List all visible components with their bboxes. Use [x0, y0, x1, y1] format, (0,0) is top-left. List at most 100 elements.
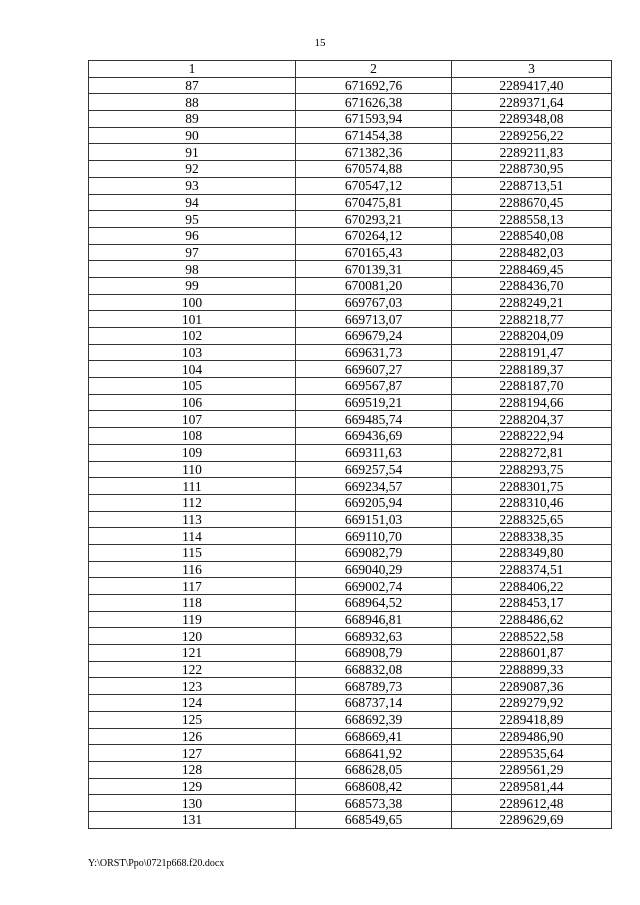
table-row: 100 669767,03 2288249,21: [87, 293, 613, 312]
y-coordinate-cell: 2289418,89: [450, 710, 613, 729]
x-coordinate-cell: 668908,79: [295, 644, 452, 662]
x-coordinate-cell: 670475,81: [295, 193, 452, 212]
point-number-cell: 101: [87, 310, 297, 328]
table-row: 107 669485,74 2288204,37: [87, 410, 613, 429]
y-coordinate-cell: 2288272,81: [450, 443, 613, 462]
column-header: 2: [295, 60, 452, 78]
point-number-cell: 113: [87, 510, 297, 529]
table-row: 110 669257,54 2288293,75: [87, 460, 613, 479]
x-coordinate-cell: 669567,87: [295, 377, 452, 395]
x-coordinate-cell: 669436,69: [295, 427, 452, 445]
y-coordinate-cell: 2288899,33: [450, 660, 613, 679]
y-coordinate-cell: 2289417,40: [450, 76, 613, 95]
table-row: 115 669082,79 2288349,80: [87, 543, 613, 562]
table-row: 106 669519,21 2288194,66: [87, 393, 613, 412]
point-number-cell: 112: [87, 493, 297, 512]
x-coordinate-cell: 671692,76: [295, 76, 452, 95]
point-number-cell: 94: [87, 193, 297, 212]
y-coordinate-cell: 2289561,29: [450, 760, 613, 779]
table-row: 108 669436,69 2288222,94: [87, 427, 613, 445]
table-row: 91 671382,36 2289211,83: [87, 143, 613, 162]
y-coordinate-cell: 2288436,70: [450, 276, 613, 295]
x-coordinate-cell: 670574,88: [295, 160, 452, 178]
y-coordinate-cell: 2288486,62: [450, 610, 613, 629]
point-number-cell: 105: [87, 377, 297, 395]
table-row: 119 668946,81 2288486,62: [87, 610, 613, 629]
table-row: 103 669631,73 2288191,47: [87, 343, 613, 362]
y-coordinate-cell: 2288670,45: [450, 193, 613, 212]
x-coordinate-cell: 670264,12: [295, 226, 452, 245]
x-coordinate-cell: 668789,73: [295, 677, 452, 696]
point-number-cell: 104: [87, 360, 297, 379]
table-row: 130 668573,38 2289612,48: [87, 794, 613, 812]
table-row: 95 670293,21 2288558,13: [87, 210, 613, 228]
y-coordinate-cell: 2288249,21: [450, 293, 613, 312]
x-coordinate-cell: 671626,38: [295, 93, 452, 112]
point-number-cell: 126: [87, 727, 297, 746]
point-number-cell: 130: [87, 794, 297, 812]
x-coordinate-cell: 668608,42: [295, 777, 452, 796]
x-coordinate-cell: 668946,81: [295, 610, 452, 629]
point-number-cell: 90: [87, 126, 297, 145]
table-row: 124 668737,14 2289279,92: [87, 694, 613, 712]
table-row: 109 669311,63 2288272,81: [87, 443, 613, 462]
y-coordinate-cell: 2288187,70: [450, 377, 613, 395]
x-coordinate-cell: 668573,38: [295, 794, 452, 812]
table-row: 129 668608,42 2289581,44: [87, 777, 613, 796]
coordinates-table: 1 2 3 87 671692,76 2289417,40 88 671626,38 22…: [87, 60, 613, 829]
x-coordinate-cell: 669205,94: [295, 493, 452, 512]
table-row: 89 671593,94 2289348,08: [87, 110, 613, 128]
y-coordinate-cell: 2288325,65: [450, 510, 613, 529]
y-coordinate-cell: 2289535,64: [450, 744, 613, 762]
y-coordinate-cell: 2289612,48: [450, 794, 613, 812]
x-coordinate-cell: 668669,41: [295, 727, 452, 746]
point-number-cell: 100: [87, 293, 297, 312]
table-row: 128 668628,05 2289561,29: [87, 760, 613, 779]
table-row: 92 670574,88 2288730,95: [87, 160, 613, 178]
table-row: 105 669567,87 2288187,70: [87, 377, 613, 395]
point-number-cell: 88: [87, 93, 297, 112]
point-number-cell: 124: [87, 694, 297, 712]
x-coordinate-cell: 668692,39: [295, 710, 452, 729]
y-coordinate-cell: 2289348,08: [450, 110, 613, 128]
point-number-cell: 116: [87, 560, 297, 579]
x-coordinate-cell: 669519,21: [295, 393, 452, 412]
table-row: 120 668932,63 2288522,58: [87, 627, 613, 646]
x-coordinate-cell: 668628,05: [295, 760, 452, 779]
x-coordinate-cell: 669234,57: [295, 477, 452, 495]
point-number-cell: 128: [87, 760, 297, 779]
x-coordinate-cell: 671454,38: [295, 126, 452, 145]
y-coordinate-cell: 2288540,08: [450, 226, 613, 245]
point-number-cell: 98: [87, 260, 297, 278]
table-row: 118 668964,52 2288453,17: [87, 594, 613, 612]
table-row: 98 670139,31 2288469,45: [87, 260, 613, 278]
y-coordinate-cell: 2288310,46: [450, 493, 613, 512]
table-row: 102 669679,24 2288204,09: [87, 327, 613, 345]
y-coordinate-cell: 2289279,92: [450, 694, 613, 712]
y-coordinate-cell: 2289211,83: [450, 143, 613, 162]
point-number-cell: 123: [87, 677, 297, 696]
point-number-cell: 115: [87, 543, 297, 562]
y-coordinate-cell: 2288204,37: [450, 410, 613, 429]
y-coordinate-cell: 2288191,47: [450, 343, 613, 362]
table-row: 125 668692,39 2289418,89: [87, 710, 613, 729]
table-row: 114 669110,70 2288338,35: [87, 527, 613, 545]
point-number-cell: 117: [87, 577, 297, 595]
y-coordinate-cell: 2288374,51: [450, 560, 613, 579]
y-coordinate-cell: 2289087,36: [450, 677, 613, 696]
table-row: 121 668908,79 2288601,87: [87, 644, 613, 662]
point-number-cell: 122: [87, 660, 297, 679]
point-number-cell: 125: [87, 710, 297, 729]
point-number-cell: 119: [87, 610, 297, 629]
x-coordinate-cell: 669110,70: [295, 527, 452, 545]
point-number-cell: 87: [87, 76, 297, 95]
point-number-cell: 120: [87, 627, 297, 646]
y-coordinate-cell: 2288482,03: [450, 243, 613, 262]
x-coordinate-cell: 669713,07: [295, 310, 452, 328]
y-coordinate-cell: 2289581,44: [450, 777, 613, 796]
x-coordinate-cell: 668641,92: [295, 744, 452, 762]
y-coordinate-cell: 2288189,37: [450, 360, 613, 379]
table-row: 96 670264,12 2288540,08: [87, 226, 613, 245]
x-coordinate-cell: 669151,03: [295, 510, 452, 529]
y-coordinate-cell: 2289371,64: [450, 93, 613, 112]
